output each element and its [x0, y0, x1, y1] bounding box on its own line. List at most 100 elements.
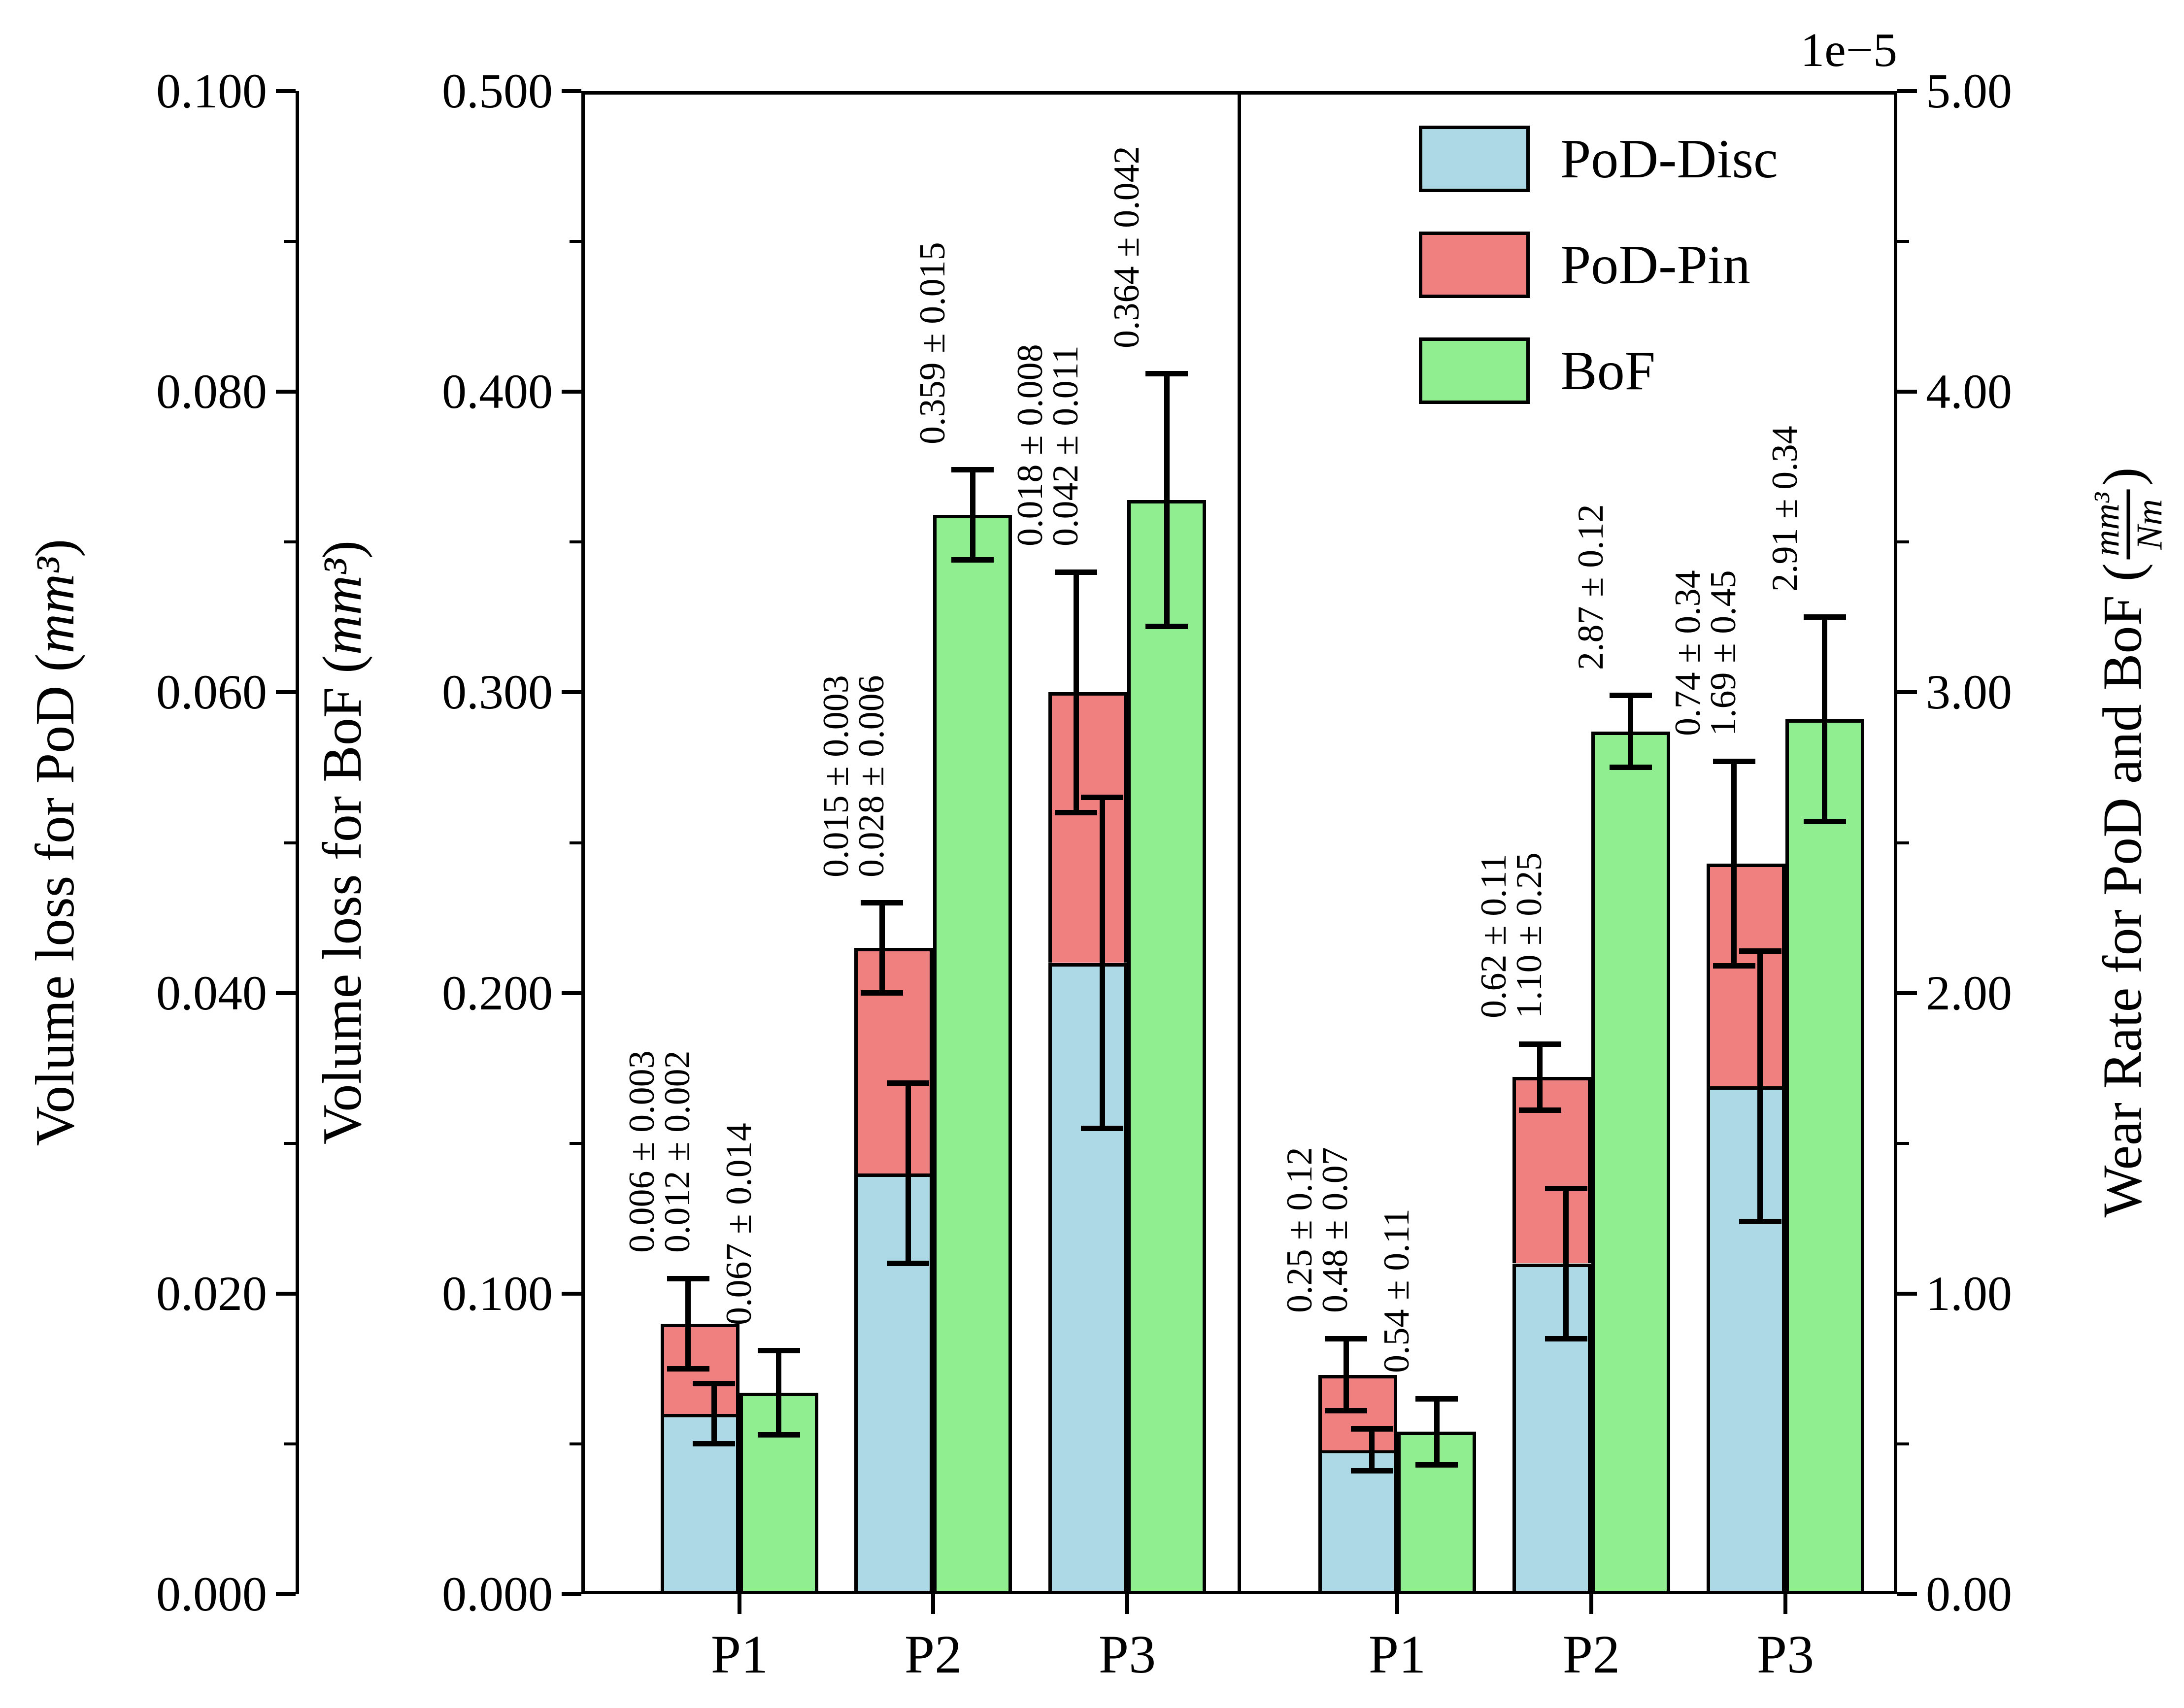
error-bar-cap [1610, 765, 1652, 770]
y-minor-tick [570, 240, 581, 243]
y-tick [1897, 89, 1917, 93]
bar-value-label: 0.48 ± 0.07 [1315, 1147, 1355, 1313]
y-minor-tick [284, 841, 296, 844]
y-tick [1897, 1292, 1917, 1296]
y-minor-tick [284, 1142, 296, 1145]
x-tick [738, 1594, 741, 1614]
bar-value-label: 0.364 ± 0.042 [1107, 146, 1147, 348]
x-tick [1125, 1594, 1129, 1614]
y-tick-label: 0.500 [442, 64, 553, 118]
bar-pod-pin [1048, 692, 1127, 963]
y-tick [276, 991, 296, 995]
bar-value-label: 0.54 ± 0.11 [1377, 1208, 1417, 1373]
error-bar-cap [1713, 963, 1755, 969]
panel-divider [1238, 91, 1241, 1594]
bar-value-label: 0.359 ± 0.015 [912, 242, 953, 444]
error-bar-cap [1081, 1126, 1123, 1131]
error-bar-line [1537, 1044, 1543, 1110]
error-bar-cap [887, 1080, 929, 1086]
x-tick-label: P3 [1098, 1624, 1156, 1684]
bar-value-label: 0.25 ± 0.12 [1279, 1147, 1320, 1313]
x-tick-label: P2 [1562, 1624, 1620, 1684]
y-tick [276, 1292, 296, 1296]
error-bar-cap [693, 1381, 735, 1386]
y-minor-tick [284, 1442, 296, 1445]
y-tick [1897, 390, 1917, 394]
error-bar-cap [1519, 1107, 1561, 1113]
y-tick-label: 0.200 [442, 966, 553, 1020]
y-tick-label: 2.00 [1926, 966, 2012, 1020]
y-minor-tick [570, 540, 581, 543]
error-bar-cap [1610, 693, 1652, 698]
error-bar-cap [1713, 759, 1755, 764]
y-tick-label: 0.000 [442, 1567, 553, 1621]
bar-value-label: 0.067 ± 0.014 [719, 1123, 759, 1325]
y-minor-tick [570, 841, 581, 844]
bar-pod-disc [854, 1173, 933, 1594]
y-minor-tick [1897, 540, 1909, 543]
y-minor-tick [570, 1442, 581, 1445]
y-tick-label: 5.00 [1926, 64, 2012, 118]
bar-pod-disc [1318, 1450, 1397, 1594]
error-bar-cap [1055, 810, 1097, 815]
error-bar-line [1757, 951, 1763, 1221]
y-minor-tick [284, 540, 296, 543]
y-tick-label: 0.100 [442, 1266, 553, 1321]
y-tick [276, 1592, 296, 1596]
x-tick-label: P1 [1368, 1624, 1426, 1684]
y-tick-label: 0.060 [156, 665, 267, 719]
error-bar-line [1434, 1399, 1440, 1465]
y-tick [562, 1292, 581, 1296]
bar-value-label: 0.028 ± 0.006 [851, 675, 892, 877]
y-tick-label: 0.080 [156, 364, 267, 419]
y-tick [276, 390, 296, 394]
error-bar-line [711, 1384, 717, 1444]
y-tick-label: 0.400 [442, 364, 553, 419]
y-minor-tick [570, 1142, 581, 1145]
bar-value-label: 0.006 ± 0.003 [622, 1050, 662, 1253]
error-bar-cap [1739, 1219, 1781, 1224]
legend-label: PoD-Disc [1560, 129, 1778, 190]
x-tick [931, 1594, 935, 1614]
legend-label: BoF [1560, 340, 1655, 402]
error-bar-cap [1739, 948, 1781, 954]
y-tick-label: 0.300 [442, 665, 553, 719]
error-bar-cap [758, 1432, 800, 1438]
bar-value-label: 0.018 ± 0.008 [1010, 344, 1050, 546]
x-tick-label: P3 [1756, 1624, 1814, 1684]
y-tick-label: 0.020 [156, 1266, 267, 1321]
bar-pod-pin [854, 948, 933, 1173]
error-bar-line [1369, 1429, 1375, 1471]
error-bar-line [1563, 1188, 1569, 1339]
error-bar-line [879, 903, 885, 993]
bar-value-label: 1.10 ± 0.25 [1509, 852, 1549, 1018]
error-bar-line [1100, 798, 1105, 1128]
error-bar-cap [1545, 1336, 1587, 1341]
y-tick [276, 89, 296, 93]
x-tick-label: P1 [710, 1624, 769, 1684]
bar-pod-disc [1707, 1086, 1785, 1594]
y-minor-tick [1897, 240, 1909, 243]
error-bar-cap [1415, 1396, 1458, 1402]
bar-bof [1785, 719, 1864, 1594]
bar-value-label: 0.74 ± 0.34 [1668, 570, 1708, 736]
x-tick [1395, 1594, 1399, 1614]
y-tick [562, 1592, 581, 1596]
x-tick [1589, 1594, 1593, 1614]
bar-value-label: 2.87 ± 0.12 [1571, 504, 1611, 670]
error-bar-cap [951, 557, 994, 563]
error-bar-cap [693, 1441, 735, 1446]
error-bar-cap [951, 467, 994, 472]
error-bar-cap [1545, 1186, 1587, 1191]
y-tick [1897, 1592, 1917, 1596]
y-tick-label: 3.00 [1926, 665, 2012, 719]
y-tick [276, 690, 296, 694]
axis-offset-multiplier: 1e−5 [1800, 24, 1897, 77]
error-bar-line [1628, 696, 1633, 768]
error-bar-line [776, 1351, 781, 1435]
x-tick [1783, 1594, 1787, 1614]
error-bar-line [1731, 762, 1737, 966]
legend-swatch-bof [1419, 337, 1530, 404]
